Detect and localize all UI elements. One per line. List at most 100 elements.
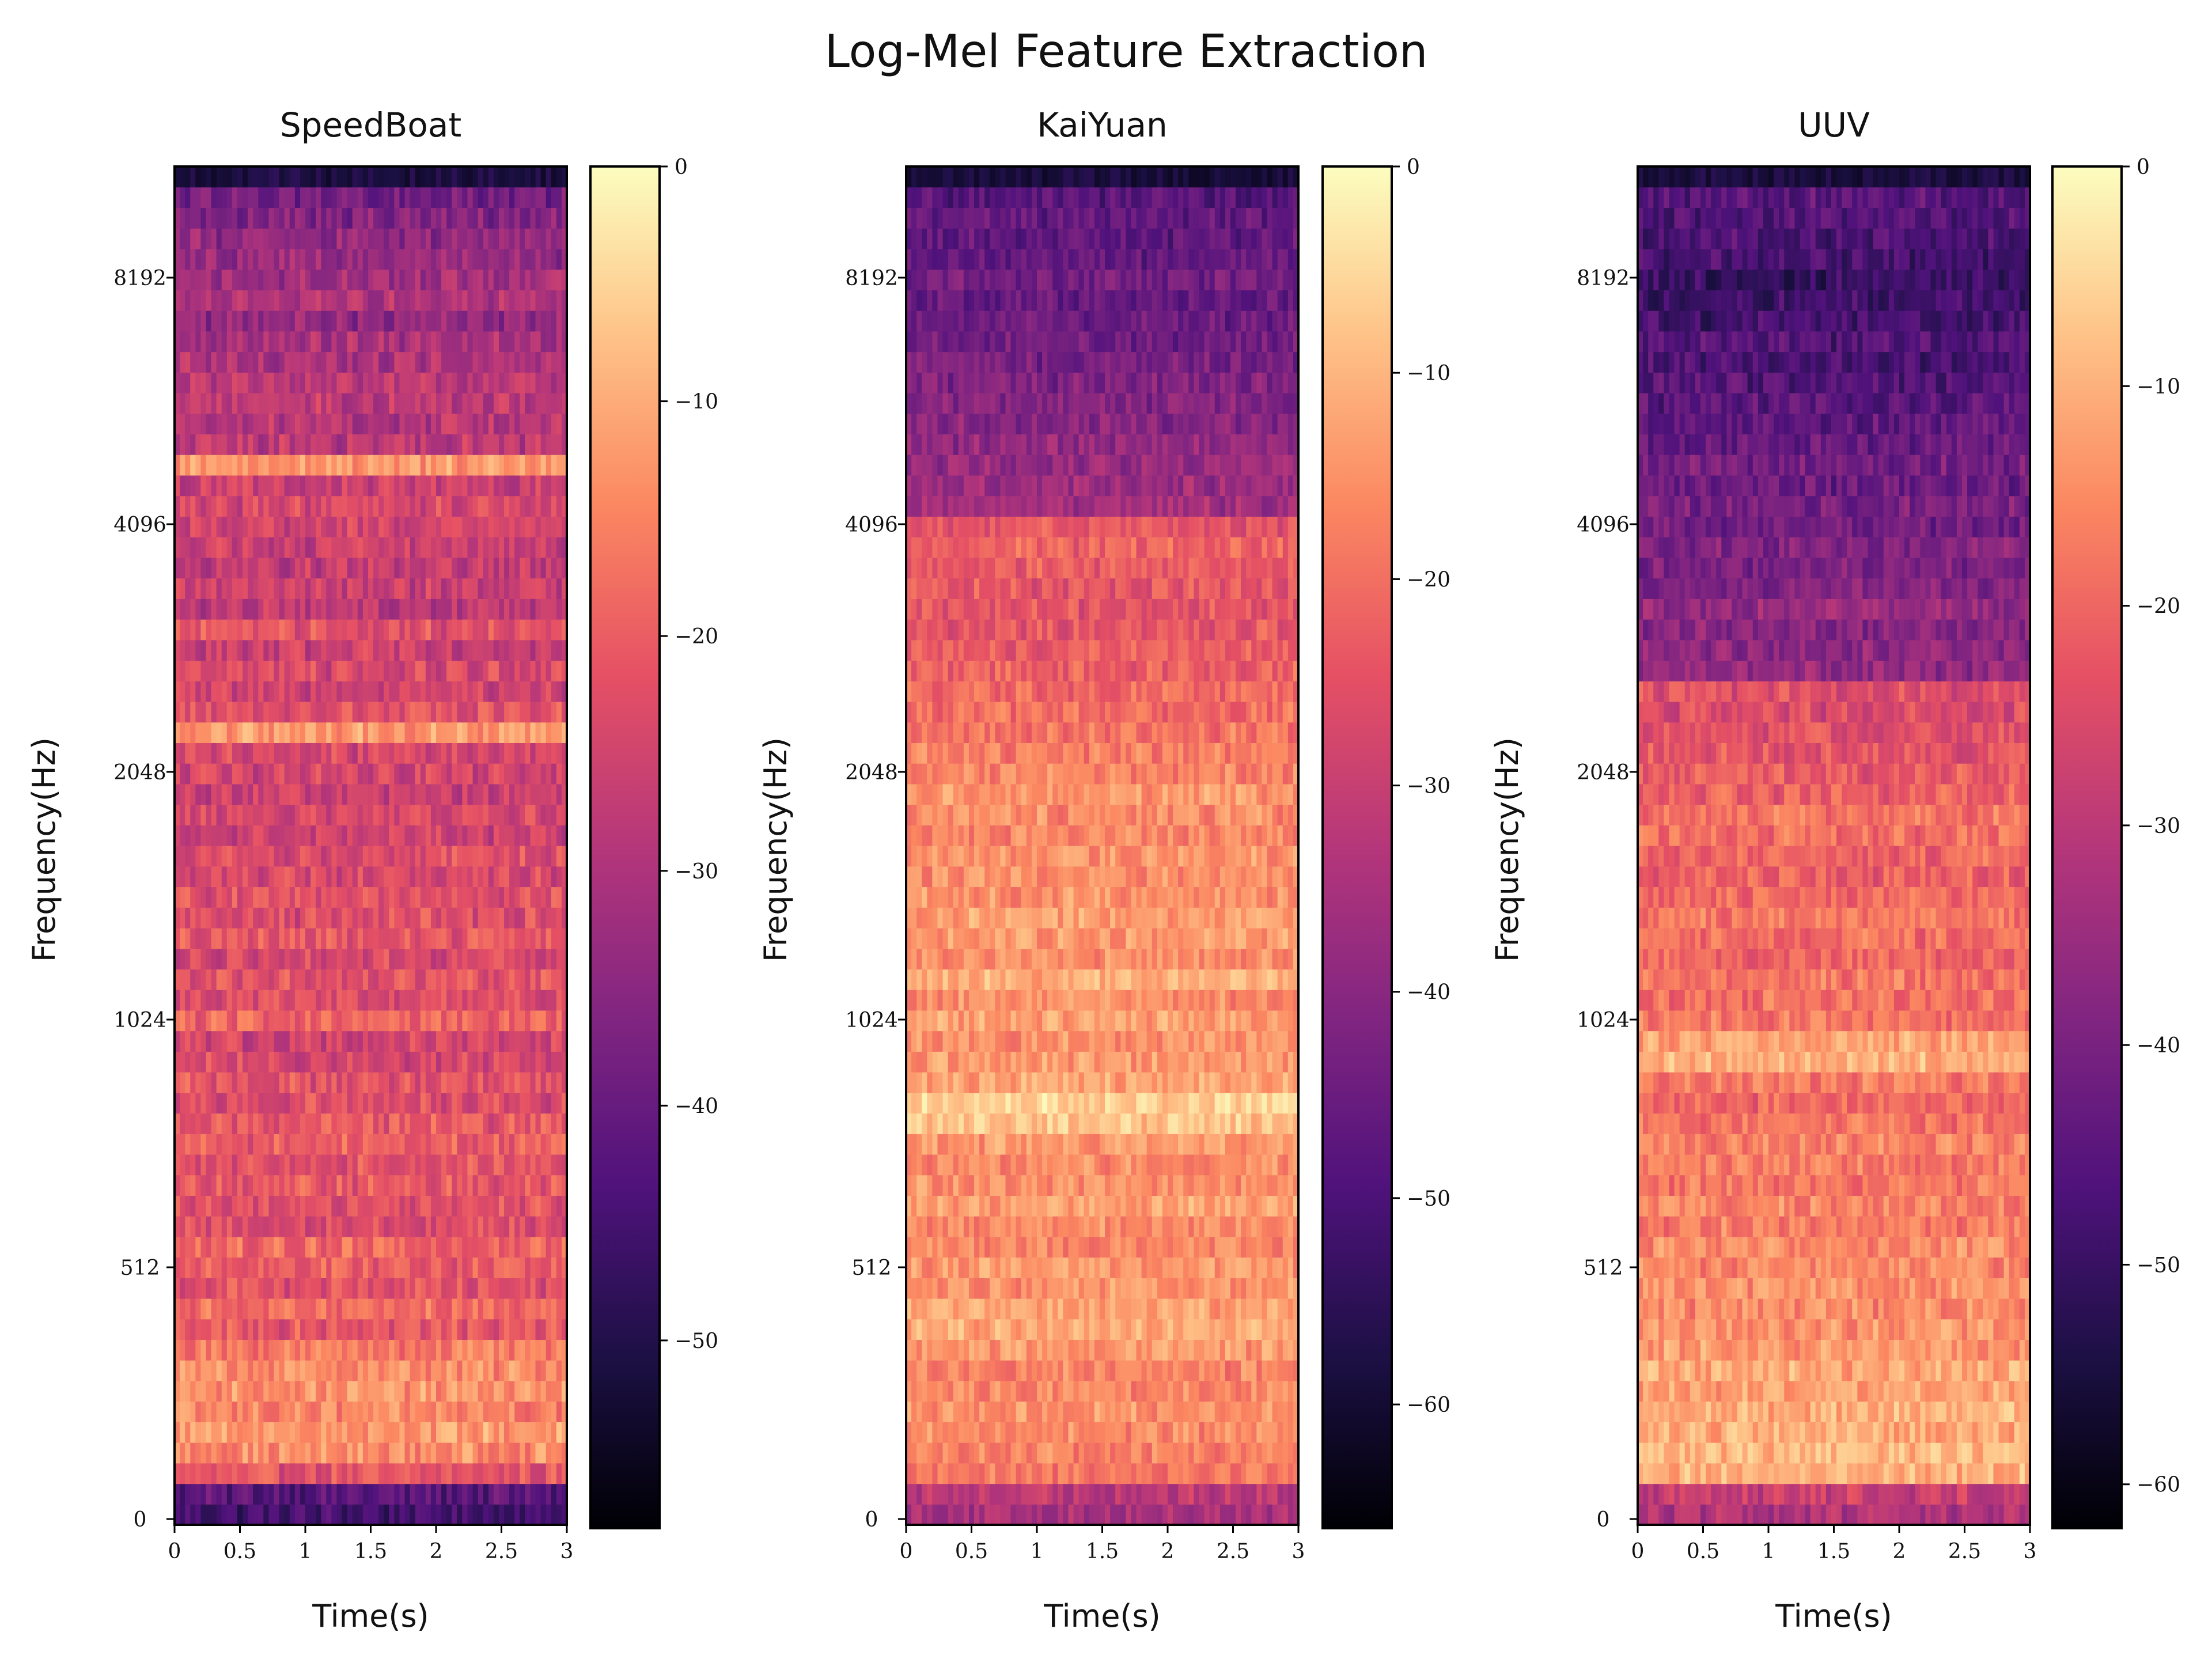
heatmap-cell (535, 927, 541, 949)
heatmap-cell (216, 351, 222, 373)
heatmap-cell (347, 1031, 353, 1052)
heatmap-cell (404, 228, 411, 249)
heatmap-cell (253, 743, 259, 764)
heatmap-cell (483, 619, 489, 641)
heatmap-cell (200, 537, 207, 558)
heatmap-cell (289, 1504, 296, 1525)
heatmap-cell (216, 619, 222, 641)
heatmap-cell (420, 763, 426, 785)
heatmap-cell (441, 1319, 447, 1340)
heatmap-cell (200, 1278, 207, 1299)
heatmap-cell (425, 495, 431, 517)
heatmap-cell (498, 1113, 505, 1134)
heatmap-cell (452, 578, 457, 599)
heatmap-cell (457, 351, 463, 373)
heatmap-cell (514, 1360, 520, 1381)
heatmap-cell (190, 1216, 196, 1237)
heatmap-cell (200, 701, 207, 723)
heatmap-cell (394, 1483, 400, 1505)
heatmap-cell (446, 1422, 452, 1443)
heatmap-cell (237, 1236, 243, 1258)
heatmap-cell (232, 1031, 238, 1052)
heatmap-cells (175, 166, 567, 1525)
heatmap-cell (410, 1278, 416, 1299)
heatmap-cell (525, 1504, 531, 1525)
heatmap-cell (498, 331, 505, 353)
heatmap-cell (226, 475, 233, 497)
heatmap-cell (221, 187, 228, 209)
heatmap-cell (221, 1339, 228, 1361)
heatmap-cell (520, 1463, 525, 1484)
heatmap-cell (305, 1422, 311, 1443)
heatmap-cell (394, 269, 400, 290)
heatmap-cell (237, 228, 243, 249)
heatmap-cell (195, 578, 201, 599)
heatmap-cell (446, 948, 452, 969)
heatmap-cell (373, 475, 379, 497)
heatmap-cell (195, 1257, 201, 1278)
heatmap-cell (446, 310, 452, 332)
heatmap-cell (284, 887, 290, 908)
heatmap-cell (195, 1113, 201, 1134)
heatmap-cell (462, 1195, 468, 1217)
heatmap-cell (294, 599, 301, 620)
heatmap-cell (305, 248, 311, 270)
heatmap-cell (357, 1010, 363, 1032)
heatmap-cell (279, 619, 285, 641)
heatmap-cell (216, 681, 222, 702)
heatmap-cell (410, 1072, 416, 1093)
heatmap-cell (211, 557, 217, 579)
heatmap-cell (457, 1360, 463, 1381)
heatmap-cell (452, 557, 457, 579)
heatmap-cell (342, 1360, 348, 1381)
heatmap-cell (263, 495, 270, 517)
heatmap-cell (180, 1380, 185, 1402)
heatmap-cell (232, 1257, 238, 1278)
heatmap-cell (452, 990, 457, 1011)
heatmap-cell (399, 722, 406, 743)
heatmap-cell (525, 639, 531, 661)
heatmap-cell (457, 599, 463, 620)
heatmap-cell (185, 454, 191, 476)
heatmap-cell (321, 1504, 327, 1525)
heatmap-cell (321, 1031, 327, 1052)
heatmap-cell (258, 1483, 264, 1505)
heatmap-cell (425, 1154, 431, 1176)
heatmap-cell (415, 269, 421, 290)
heatmap-cell (551, 187, 557, 209)
heatmap-cell (488, 1113, 494, 1134)
heatmap-cell (389, 1298, 395, 1320)
heatmap-cell (336, 599, 343, 620)
heatmap-cell (279, 1380, 285, 1402)
heatmap-cell (185, 1257, 191, 1278)
heatmap-cell (200, 1092, 207, 1114)
heatmap-cell (556, 1339, 562, 1361)
heatmap-cell (190, 475, 196, 497)
heatmap-cell (498, 413, 505, 435)
heatmap-cell (420, 722, 426, 743)
heatmap-cell (389, 763, 395, 785)
heatmap-cell (384, 681, 389, 702)
heatmap-cell (425, 1442, 431, 1464)
heatmap-cell (488, 187, 494, 209)
heatmap-cell (185, 619, 191, 641)
heatmap-cell (342, 1113, 348, 1134)
heatmap-cell (226, 1010, 233, 1032)
heatmap-cell (226, 1380, 233, 1402)
heatmap-cell (357, 660, 363, 681)
heatmap-cell (425, 1031, 431, 1052)
heatmap-cell (321, 290, 327, 311)
heatmap-cell (347, 619, 353, 641)
heatmap-cell (305, 763, 311, 785)
heatmap-cell (425, 722, 431, 743)
heatmap-cell (352, 907, 358, 929)
heatmap-cell (420, 187, 426, 209)
heatmap-cell (410, 639, 416, 661)
heatmap-cell (378, 393, 384, 414)
heatmap-cell (368, 454, 374, 476)
heatmap-cell (352, 1422, 358, 1443)
heatmap-cell (430, 516, 437, 537)
heatmap-cell (175, 1504, 180, 1525)
heatmap-cell (357, 393, 363, 414)
heatmap-cell (540, 454, 547, 476)
